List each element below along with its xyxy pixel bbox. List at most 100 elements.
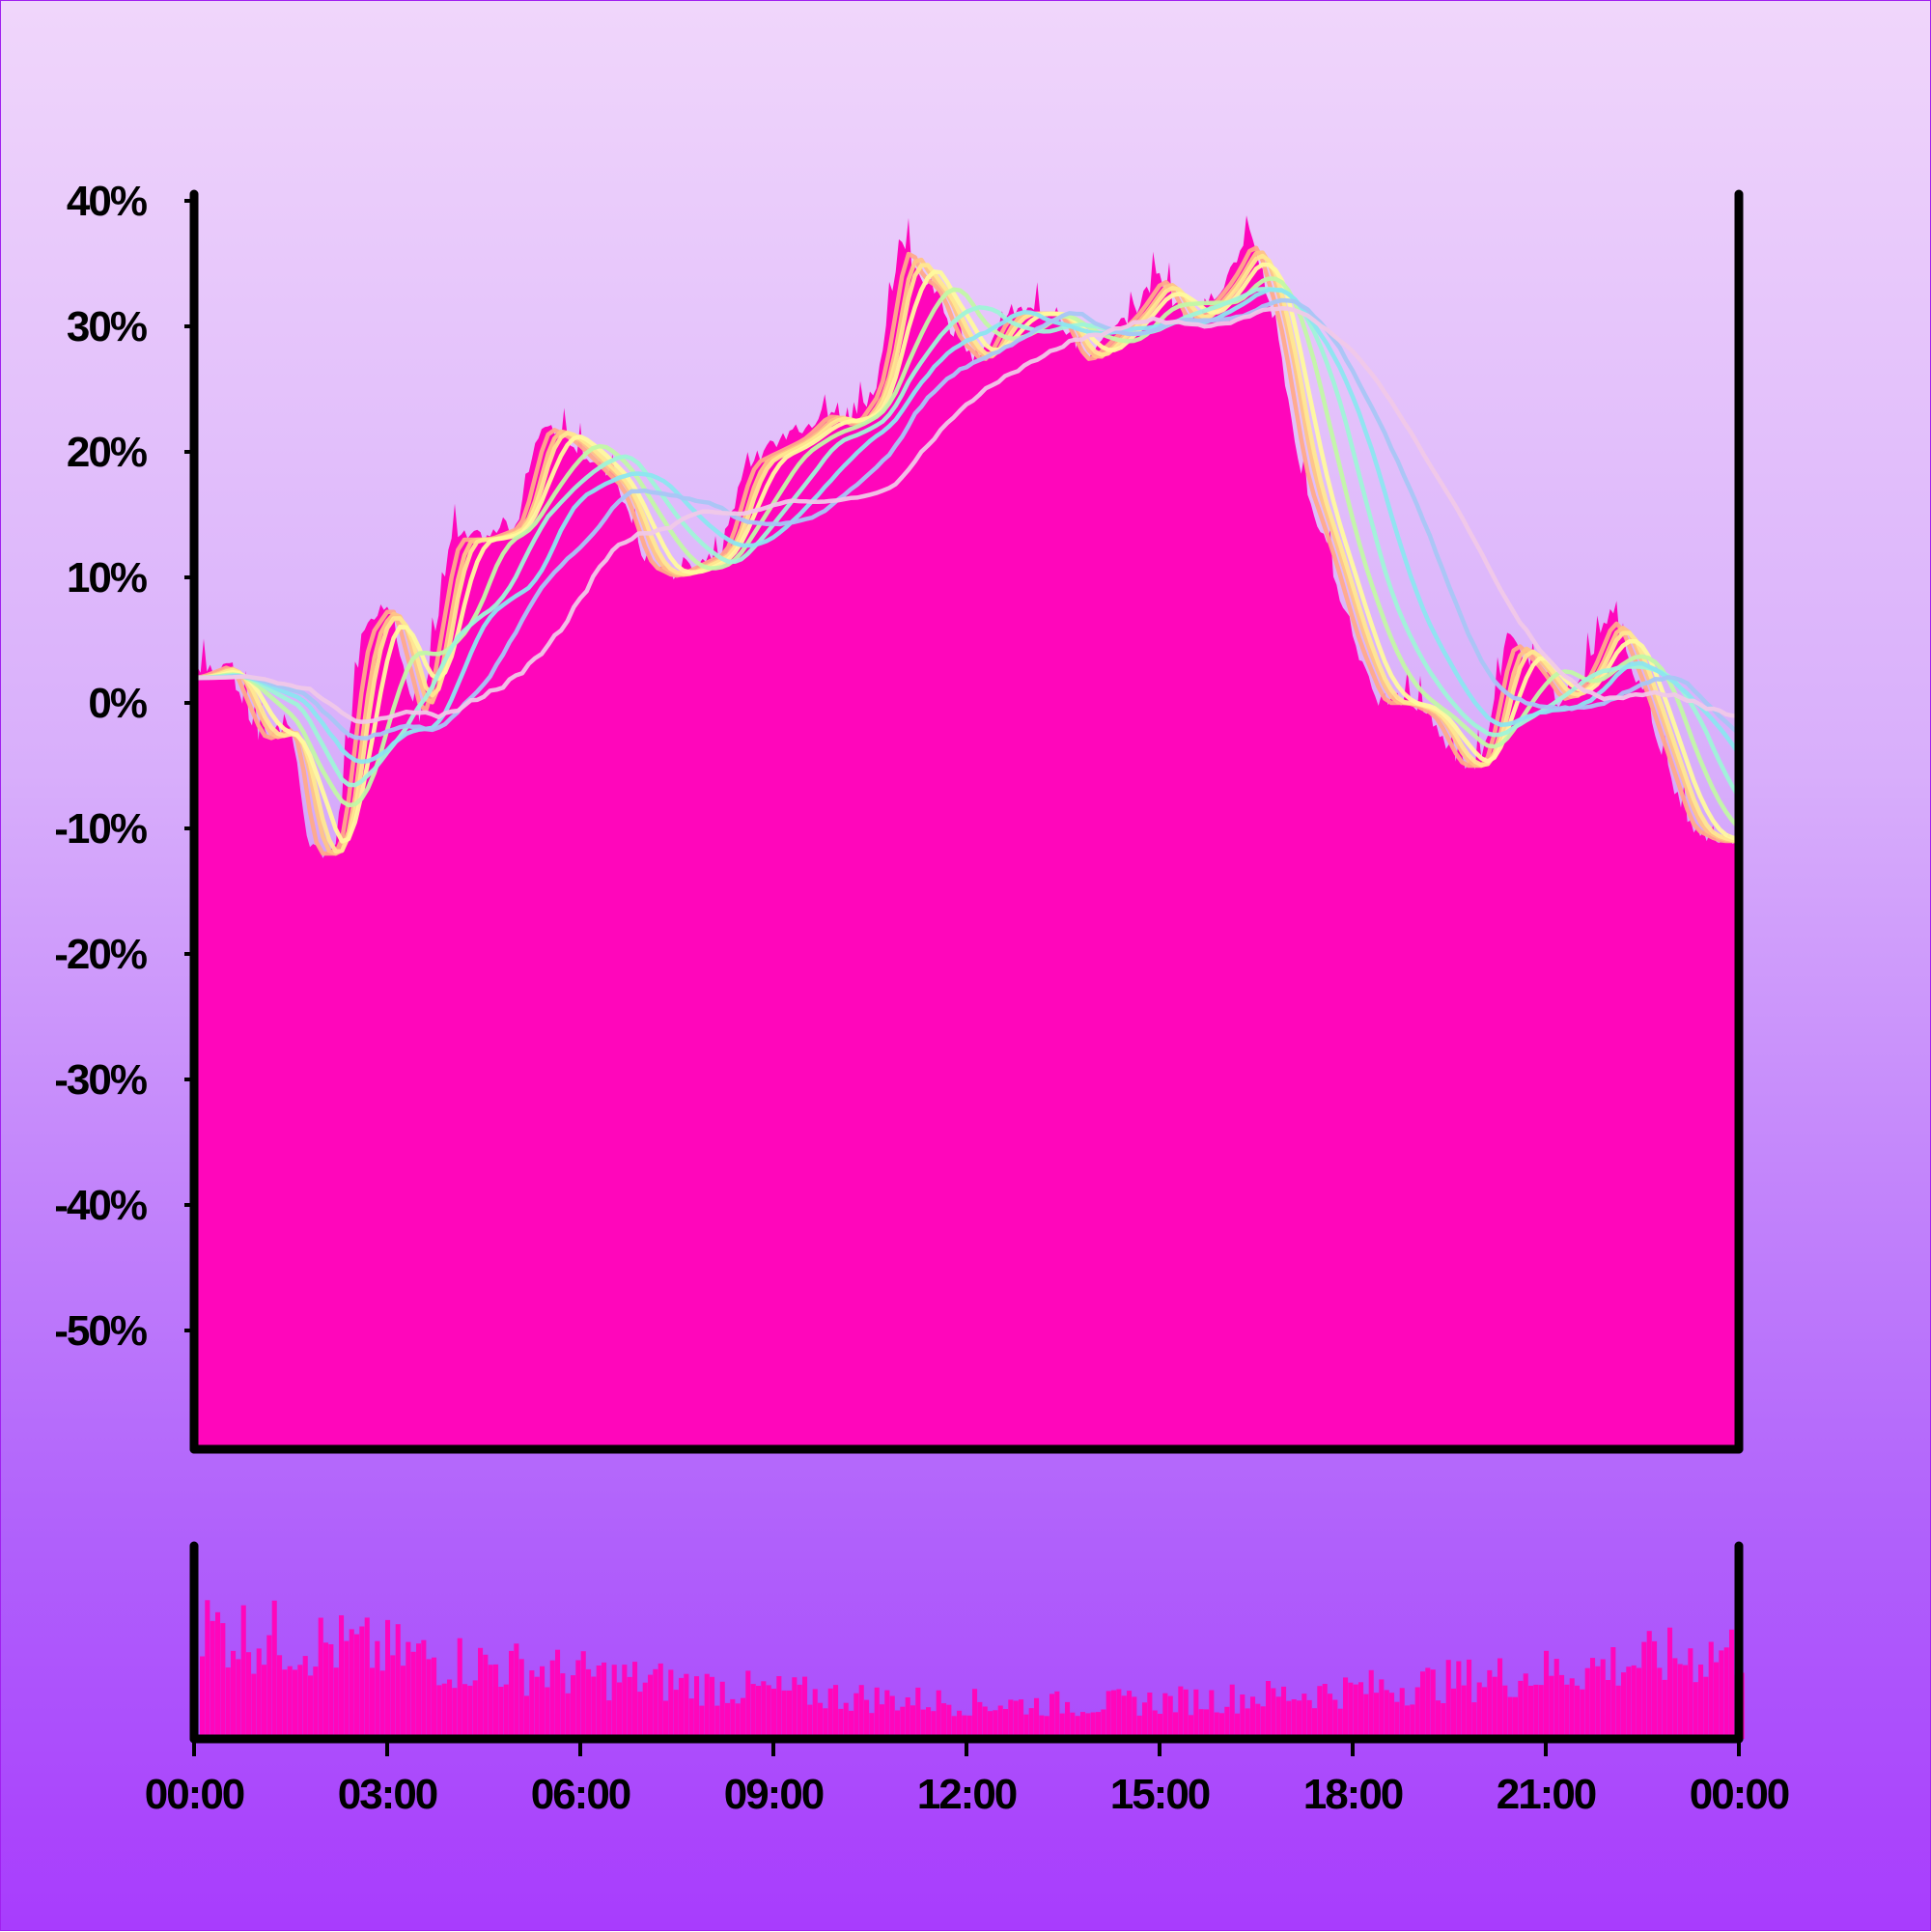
x-tick-label: 15:00: [1110, 1771, 1210, 1818]
y-tick-label: 30%: [67, 303, 147, 350]
volume-bar: [1430, 1669, 1436, 1739]
volume-bar: [1719, 1650, 1724, 1739]
volume-bar: [874, 1687, 880, 1739]
volume-bar: [359, 1626, 365, 1739]
volume-bar: [1641, 1641, 1647, 1739]
volume-bar: [1631, 1665, 1637, 1739]
volume-bar: [498, 1687, 504, 1739]
volume-bar: [1003, 1709, 1009, 1739]
volume-bar: [1070, 1712, 1076, 1739]
volume-bar: [1389, 1693, 1395, 1739]
volume-bar: [1610, 1647, 1616, 1739]
volume-bar: [277, 1655, 283, 1739]
volume-bar: [1101, 1709, 1106, 1739]
volume-bar: [838, 1708, 844, 1739]
volume-bar: [710, 1676, 715, 1739]
y-axis-ticks: 40% 30% 20% 10% 0% -10% -20% -30% -40% -50%: [54, 178, 194, 1355]
volume-bar: [271, 1600, 277, 1739]
volume-bar: [1580, 1689, 1585, 1739]
moving-average-line-9: [194, 306, 1740, 724]
volume-bar: [231, 1650, 237, 1739]
volume-bar: [951, 1716, 957, 1739]
volume-bar: [410, 1651, 416, 1739]
volume-bar: [467, 1685, 473, 1739]
volume-bar: [1714, 1662, 1720, 1739]
volume-bar: [1178, 1686, 1184, 1739]
volume-bar: [741, 1697, 746, 1739]
volume-bar: [889, 1695, 895, 1739]
volume-bar: [220, 1623, 226, 1739]
volume-bar: [905, 1697, 910, 1739]
volume-bar: [704, 1673, 710, 1739]
volume-bar: [1322, 1684, 1328, 1739]
volume-bar: [354, 1634, 360, 1739]
volume-bar: [926, 1707, 932, 1739]
volume-bar: [611, 1665, 617, 1739]
volume-bar: [1672, 1658, 1678, 1739]
volume-bar: [1229, 1684, 1235, 1739]
volume-bar: [524, 1695, 530, 1739]
volume-bar: [1708, 1641, 1714, 1739]
volume-bar: [1637, 1667, 1642, 1739]
volume-bar: [509, 1650, 515, 1739]
volume-bar: [776, 1676, 782, 1739]
volume-bar: [673, 1690, 679, 1739]
volume-bar: [1039, 1715, 1045, 1739]
volume-bar: [236, 1659, 241, 1739]
volume-bar: [1065, 1701, 1071, 1739]
volume-bar: [416, 1643, 422, 1739]
volume-bar: [1456, 1661, 1462, 1739]
volume-bar: [1595, 1666, 1601, 1739]
volume-bar: [719, 1681, 725, 1739]
volume-bar: [514, 1643, 519, 1739]
volume-bar: [858, 1685, 864, 1739]
volume-bar: [1245, 1708, 1250, 1739]
volume-bar: [1662, 1679, 1667, 1739]
volume-bar: [1688, 1648, 1693, 1739]
volume-bar: [1626, 1666, 1632, 1739]
volume-bar: [256, 1648, 262, 1739]
volume-bar: [895, 1710, 901, 1739]
volume-bar: [627, 1676, 632, 1739]
volume-bar: [1260, 1706, 1266, 1739]
volume-bar: [385, 1619, 391, 1739]
volume-bar: [390, 1655, 396, 1739]
volume-bar: [833, 1685, 839, 1739]
y-tick-label: -50%: [54, 1307, 147, 1355]
volume-bar: [714, 1705, 720, 1739]
volume-bar: [1332, 1699, 1338, 1739]
volume-bar: [302, 1656, 308, 1739]
volume-bar: [1158, 1714, 1163, 1739]
volume-bar: [622, 1665, 628, 1739]
volume-bar: [1183, 1689, 1189, 1739]
volume-bar: [1693, 1682, 1698, 1739]
volume-bar: [1410, 1704, 1415, 1739]
volume-bar: [1297, 1700, 1302, 1739]
volume-bar: [1652, 1640, 1658, 1739]
volume-bar: [580, 1651, 586, 1739]
volume-bar: [462, 1684, 468, 1739]
volume-bar: [364, 1617, 370, 1739]
volume-bar: [246, 1652, 252, 1739]
volume-bar: [1518, 1680, 1524, 1739]
volume-bar: [1075, 1716, 1080, 1739]
volume-bar: [1575, 1685, 1581, 1739]
volume-bar: [1358, 1682, 1364, 1739]
volume-bar: [1054, 1691, 1060, 1739]
volume-bar: [493, 1664, 499, 1739]
volume-bar: [1677, 1664, 1683, 1739]
volume-bar: [920, 1709, 926, 1739]
volume-bar: [1343, 1677, 1349, 1739]
moving-average-line-6: [194, 287, 1741, 798]
volume-bar: [900, 1706, 906, 1739]
volume-bar: [735, 1703, 741, 1739]
volume-bar: [1049, 1694, 1055, 1739]
volume-bar: [771, 1689, 777, 1739]
volume-bar: [915, 1687, 921, 1739]
volume-bar: [549, 1660, 555, 1739]
volume-bar: [1328, 1694, 1333, 1739]
volume-bar: [658, 1663, 663, 1739]
volume-bar: [1544, 1650, 1550, 1739]
